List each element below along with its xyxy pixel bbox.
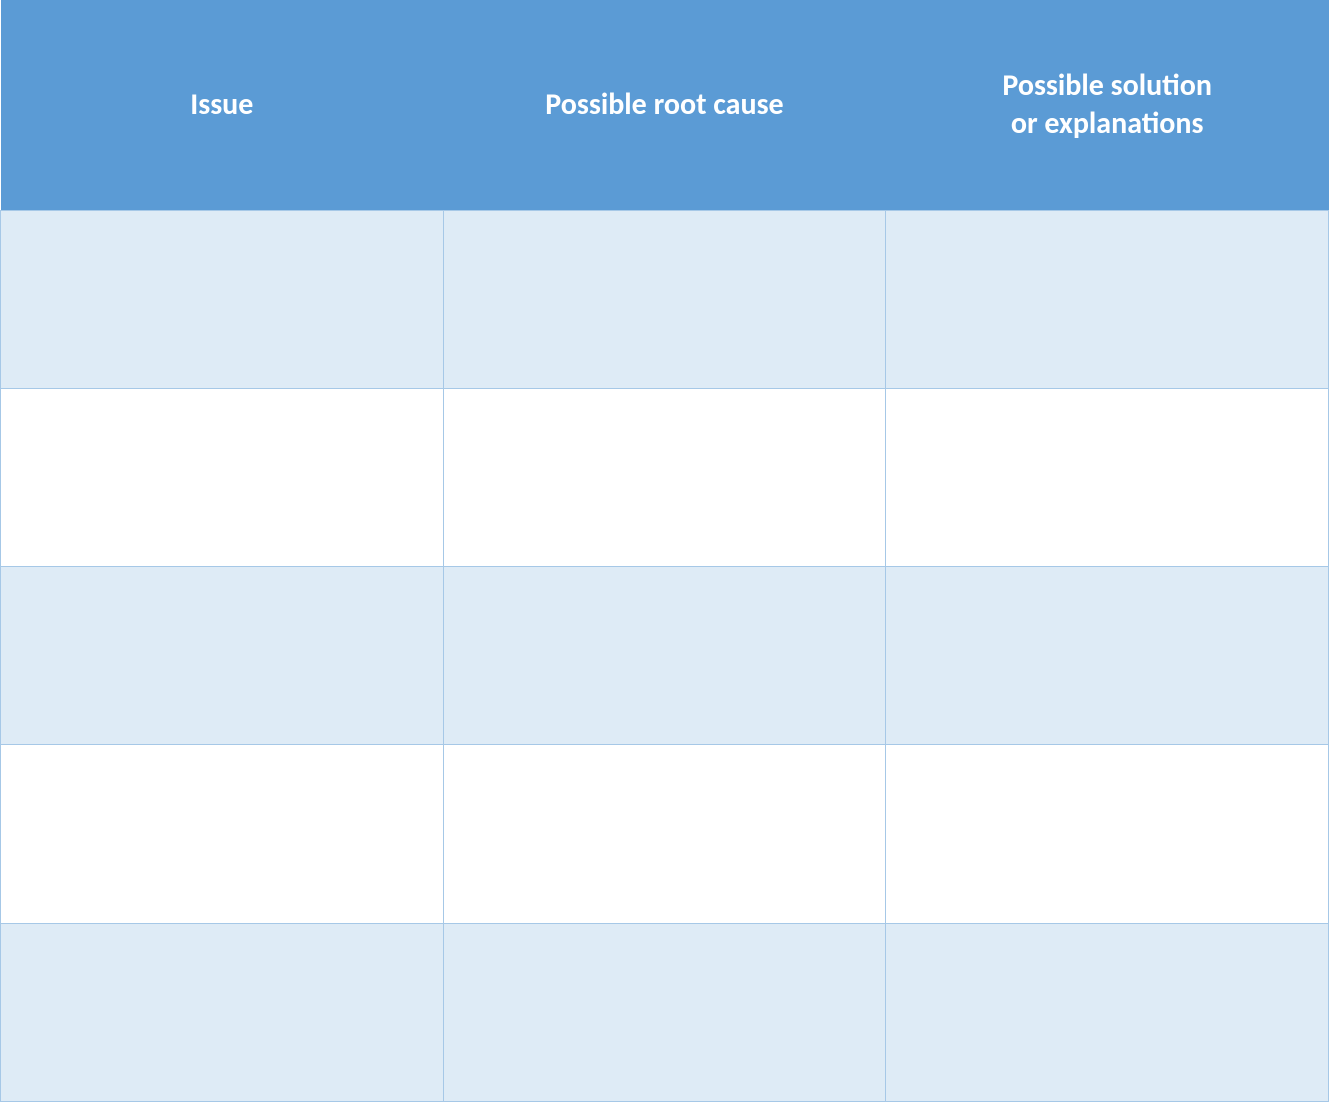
cell-solution xyxy=(886,210,1329,388)
cell-solution xyxy=(886,567,1329,745)
table-row xyxy=(1,745,1329,923)
table-row xyxy=(1,210,1329,388)
cell-root-cause xyxy=(443,923,886,1101)
cell-root-cause xyxy=(443,210,886,388)
table-header: Issue Possible root cause Possible solut… xyxy=(1,0,1329,210)
table-row xyxy=(1,388,1329,566)
cell-issue xyxy=(1,388,444,566)
cell-root-cause xyxy=(443,567,886,745)
cell-issue xyxy=(1,923,444,1101)
table-row xyxy=(1,567,1329,745)
cell-issue xyxy=(1,745,444,923)
column-header-solution: Possible solution or explanations xyxy=(886,0,1329,210)
column-header-issue: Issue xyxy=(1,0,444,210)
cell-root-cause xyxy=(443,388,886,566)
column-header-root-cause: Possible root cause xyxy=(443,0,886,210)
root-cause-table: Issue Possible root cause Possible solut… xyxy=(0,0,1329,1102)
table-body xyxy=(1,210,1329,1102)
root-cause-table-container: Issue Possible root cause Possible solut… xyxy=(0,0,1329,1102)
cell-issue xyxy=(1,567,444,745)
table-row xyxy=(1,923,1329,1101)
cell-issue xyxy=(1,210,444,388)
cell-solution xyxy=(886,745,1329,923)
cell-solution xyxy=(886,923,1329,1101)
cell-solution xyxy=(886,388,1329,566)
cell-root-cause xyxy=(443,745,886,923)
table-header-row: Issue Possible root cause Possible solut… xyxy=(1,0,1329,210)
